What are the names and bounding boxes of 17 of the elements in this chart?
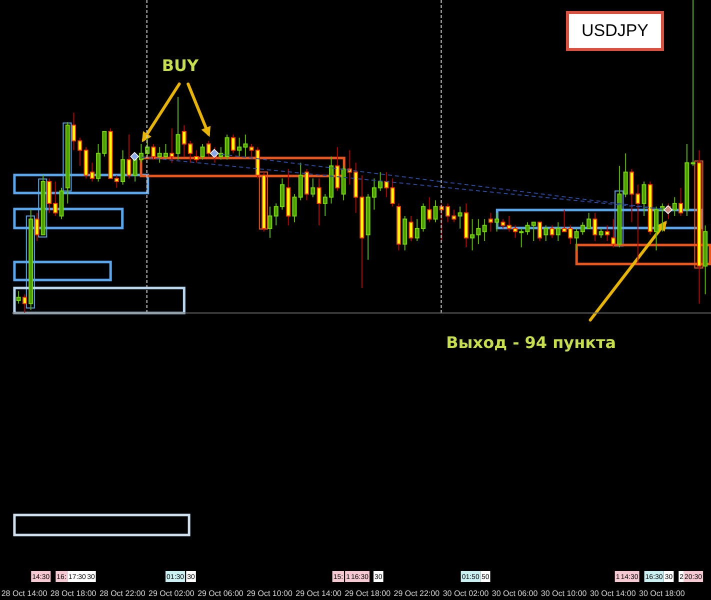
- x-tick-label: 29 Oct 06:00: [198, 589, 244, 598]
- x-tick-label: 28 Oct 14:00: [1, 589, 48, 598]
- x-tick-label: 29 Oct 14:00: [296, 589, 342, 598]
- annotation: BUY: [162, 56, 200, 75]
- x-tick-label: 30 Oct 10:00: [540, 589, 588, 598]
- x-tick-label: 29 Oct 18:00: [344, 589, 392, 598]
- annotation: Выход - 94 пункта: [446, 333, 616, 352]
- x-tick-label: 28 Oct 18:00: [50, 589, 97, 598]
- x-tick-label: 30 Oct 18:00: [639, 589, 686, 598]
- x-tick-label: 29 Oct 22:00: [394, 589, 440, 598]
- x-tick-label: 30 Oct 06:00: [492, 589, 538, 598]
- text: USDJPY: [566, 11, 664, 51]
- x-tick-label: 30 Oct 02:00: [442, 589, 490, 598]
- x-tick-label: 29 Oct 02:00: [148, 589, 195, 598]
- x-tick-label: 28 Oct 22:00: [99, 589, 146, 598]
- x-tick-label: 30 Oct 14:00: [590, 589, 636, 598]
- x-tick-label: 29 Oct 10:00: [246, 589, 293, 598]
